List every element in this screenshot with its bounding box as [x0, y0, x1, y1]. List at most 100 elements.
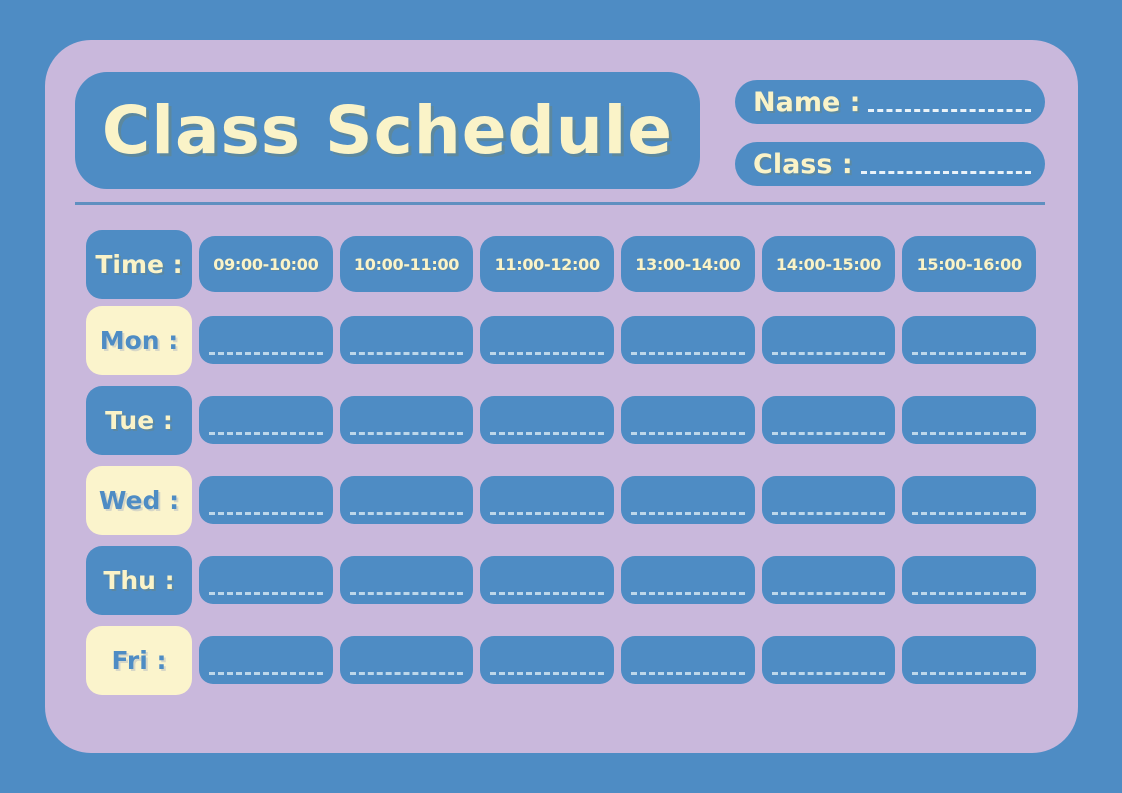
slot-writing-line [490, 672, 605, 675]
day-label-thu: Thu : [86, 545, 192, 615]
schedule-slot-mon-1[interactable] [339, 316, 474, 364]
slot-writing-line [771, 512, 886, 515]
time-header-cell: Time : [86, 229, 192, 299]
schedule-slot-thu-0[interactable] [199, 556, 333, 604]
slot-writing-line [349, 672, 464, 675]
time-header-label: Time : [95, 249, 183, 279]
schedule-slot-thu-2[interactable] [480, 556, 615, 604]
schedule-slot-mon-4[interactable] [761, 316, 896, 364]
schedule-slot-wed-1[interactable] [339, 476, 474, 524]
time-slot-label: 15:00-16:00 [916, 254, 1023, 274]
header-divider [75, 202, 1045, 205]
name-field-writing-line[interactable] [868, 108, 1031, 112]
schedule-slot-mon-2[interactable] [480, 316, 615, 364]
slot-writing-line [490, 512, 605, 515]
schedule-slot-fri-1[interactable] [339, 636, 474, 684]
slot-writing-line [631, 352, 745, 355]
time-slot-header-2: 11:00-12:00 [480, 236, 615, 292]
slot-writing-line [912, 352, 1027, 355]
slot-writing-line [631, 672, 745, 675]
schedule-slot-thu-3[interactable] [621, 556, 755, 604]
title-banner: Class Schedule [75, 72, 700, 189]
slot-writing-line [631, 512, 745, 515]
slot-writing-line [631, 432, 745, 435]
day-label-text: Wed : [98, 485, 180, 515]
schedule-slot-mon-5[interactable] [902, 316, 1037, 364]
schedule-slot-tue-1[interactable] [339, 396, 474, 444]
schedule-grid: Time : 09:00-10:00 10:00-11:00 11:00-12:… [86, 228, 1037, 700]
time-slot-label: 10:00-11:00 [353, 254, 460, 274]
schedule-slot-tue-5[interactable] [902, 396, 1037, 444]
class-field-label: Class : [753, 148, 853, 180]
time-slot-header-4: 14:00-15:00 [761, 236, 896, 292]
name-field-label: Name : [753, 86, 861, 118]
time-slot-label: 11:00-12:00 [494, 254, 601, 274]
schedule-slot-fri-2[interactable] [480, 636, 615, 684]
schedule-slot-fri-0[interactable] [199, 636, 333, 684]
slot-writing-line [349, 352, 464, 355]
schedule-card: Class Schedule Name : Class : Time : 09:… [45, 40, 1078, 753]
schedule-slot-thu-5[interactable] [902, 556, 1037, 604]
time-slot-header-0: 09:00-10:00 [199, 236, 333, 292]
schedule-row-wed: Wed : [86, 460, 1037, 540]
slot-writing-line [771, 352, 886, 355]
schedule-slot-wed-0[interactable] [199, 476, 333, 524]
day-label-text: Mon : [99, 325, 179, 355]
schedule-slot-tue-0[interactable] [199, 396, 333, 444]
slot-writing-line [912, 432, 1027, 435]
schedule-header-row: Time : 09:00-10:00 10:00-11:00 11:00-12:… [86, 228, 1037, 300]
day-label-text: Tue : [105, 405, 173, 435]
slot-writing-line [771, 672, 886, 675]
slot-writing-line [490, 592, 605, 595]
day-label-tue: Tue : [86, 385, 192, 455]
schedule-slot-mon-3[interactable] [621, 316, 755, 364]
name-field[interactable]: Name : [735, 80, 1045, 124]
schedule-row-thu: Thu : [86, 540, 1037, 620]
schedule-slot-wed-3[interactable] [621, 476, 755, 524]
class-field-writing-line[interactable] [860, 170, 1031, 174]
slot-writing-line [771, 432, 886, 435]
schedule-row-mon: Mon : [86, 300, 1037, 380]
day-label-wed: Wed : [86, 465, 192, 535]
day-label-fri: Fri : [86, 625, 192, 695]
time-slot-label: 09:00-10:00 [213, 254, 319, 274]
slot-writing-line [209, 432, 323, 435]
schedule-slot-thu-4[interactable] [761, 556, 896, 604]
schedule-slot-wed-5[interactable] [902, 476, 1037, 524]
schedule-slot-fri-5[interactable] [902, 636, 1037, 684]
schedule-row-tue: Tue : [86, 380, 1037, 460]
schedule-slot-mon-0[interactable] [199, 316, 333, 364]
time-slot-label: 14:00-15:00 [775, 254, 882, 274]
schedule-slot-wed-4[interactable] [761, 476, 896, 524]
slot-writing-line [349, 512, 464, 515]
slot-writing-line [209, 592, 323, 595]
time-slot-header-5: 15:00-16:00 [902, 236, 1037, 292]
slot-writing-line [209, 512, 323, 515]
slot-writing-line [631, 592, 745, 595]
slot-writing-line [912, 672, 1027, 675]
slot-writing-line [349, 592, 464, 595]
slot-writing-line [209, 352, 323, 355]
day-label-text: Thu : [103, 565, 175, 595]
day-label-mon: Mon : [86, 305, 192, 375]
slot-writing-line [490, 432, 605, 435]
day-label-text: Fri : [111, 645, 167, 675]
schedule-slot-fri-4[interactable] [761, 636, 896, 684]
page-title: Class Schedule [101, 92, 674, 169]
schedule-slot-tue-2[interactable] [480, 396, 615, 444]
schedule-slot-tue-4[interactable] [761, 396, 896, 444]
time-slot-label: 13:00-14:00 [635, 254, 741, 274]
slot-writing-line [912, 592, 1027, 595]
schedule-slot-wed-2[interactable] [480, 476, 615, 524]
slot-writing-line [209, 672, 323, 675]
class-field[interactable]: Class : [735, 142, 1045, 186]
slot-writing-line [349, 432, 464, 435]
slot-writing-line [912, 512, 1027, 515]
time-slot-header-3: 13:00-14:00 [621, 236, 755, 292]
time-slot-header-1: 10:00-11:00 [339, 236, 474, 292]
schedule-slot-thu-1[interactable] [339, 556, 474, 604]
slot-writing-line [771, 592, 886, 595]
schedule-slot-fri-3[interactable] [621, 636, 755, 684]
schedule-slot-tue-3[interactable] [621, 396, 755, 444]
